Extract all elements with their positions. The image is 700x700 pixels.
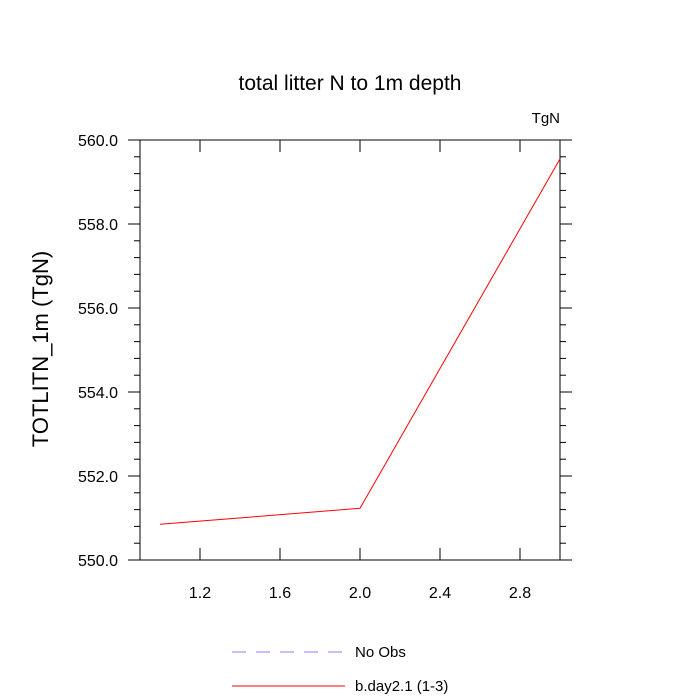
y-tick-label: 560.0 [78,133,118,150]
plot-frame [139,139,561,561]
y-tick-label: 556.0 [78,301,118,318]
legend-label: b.day2.1 (1-3) [355,678,448,695]
chart-title: total litter N to 1m depth [239,72,462,95]
series-layer [159,158,561,525]
y-tick-label: 554.0 [78,385,118,402]
y-tick-label: 558.0 [78,217,118,234]
x-tick-label: 2.4 [429,585,451,602]
axes-layer: 1.2 1.6 2.0 2.4 2.8 550.0 552.0 554.0 556.0 558.0… [78,133,572,602]
x-tick-label: 1.6 [269,585,291,602]
x-tick-label: 1.2 [189,585,211,602]
x-tick-label: 2.0 [349,585,371,602]
series-line [159,158,561,525]
units-label: TgN [532,110,560,127]
y-axis-label: TOTLITN_1m (TgN) [28,251,53,447]
y-tick-label: 550.0 [78,553,118,570]
y-tick-label: 552.0 [78,469,118,486]
legend-label: No Obs [355,644,406,661]
legend: No Obs b.day2.1 (1-3) [232,644,448,695]
x-tick-label: 2.8 [509,585,531,602]
